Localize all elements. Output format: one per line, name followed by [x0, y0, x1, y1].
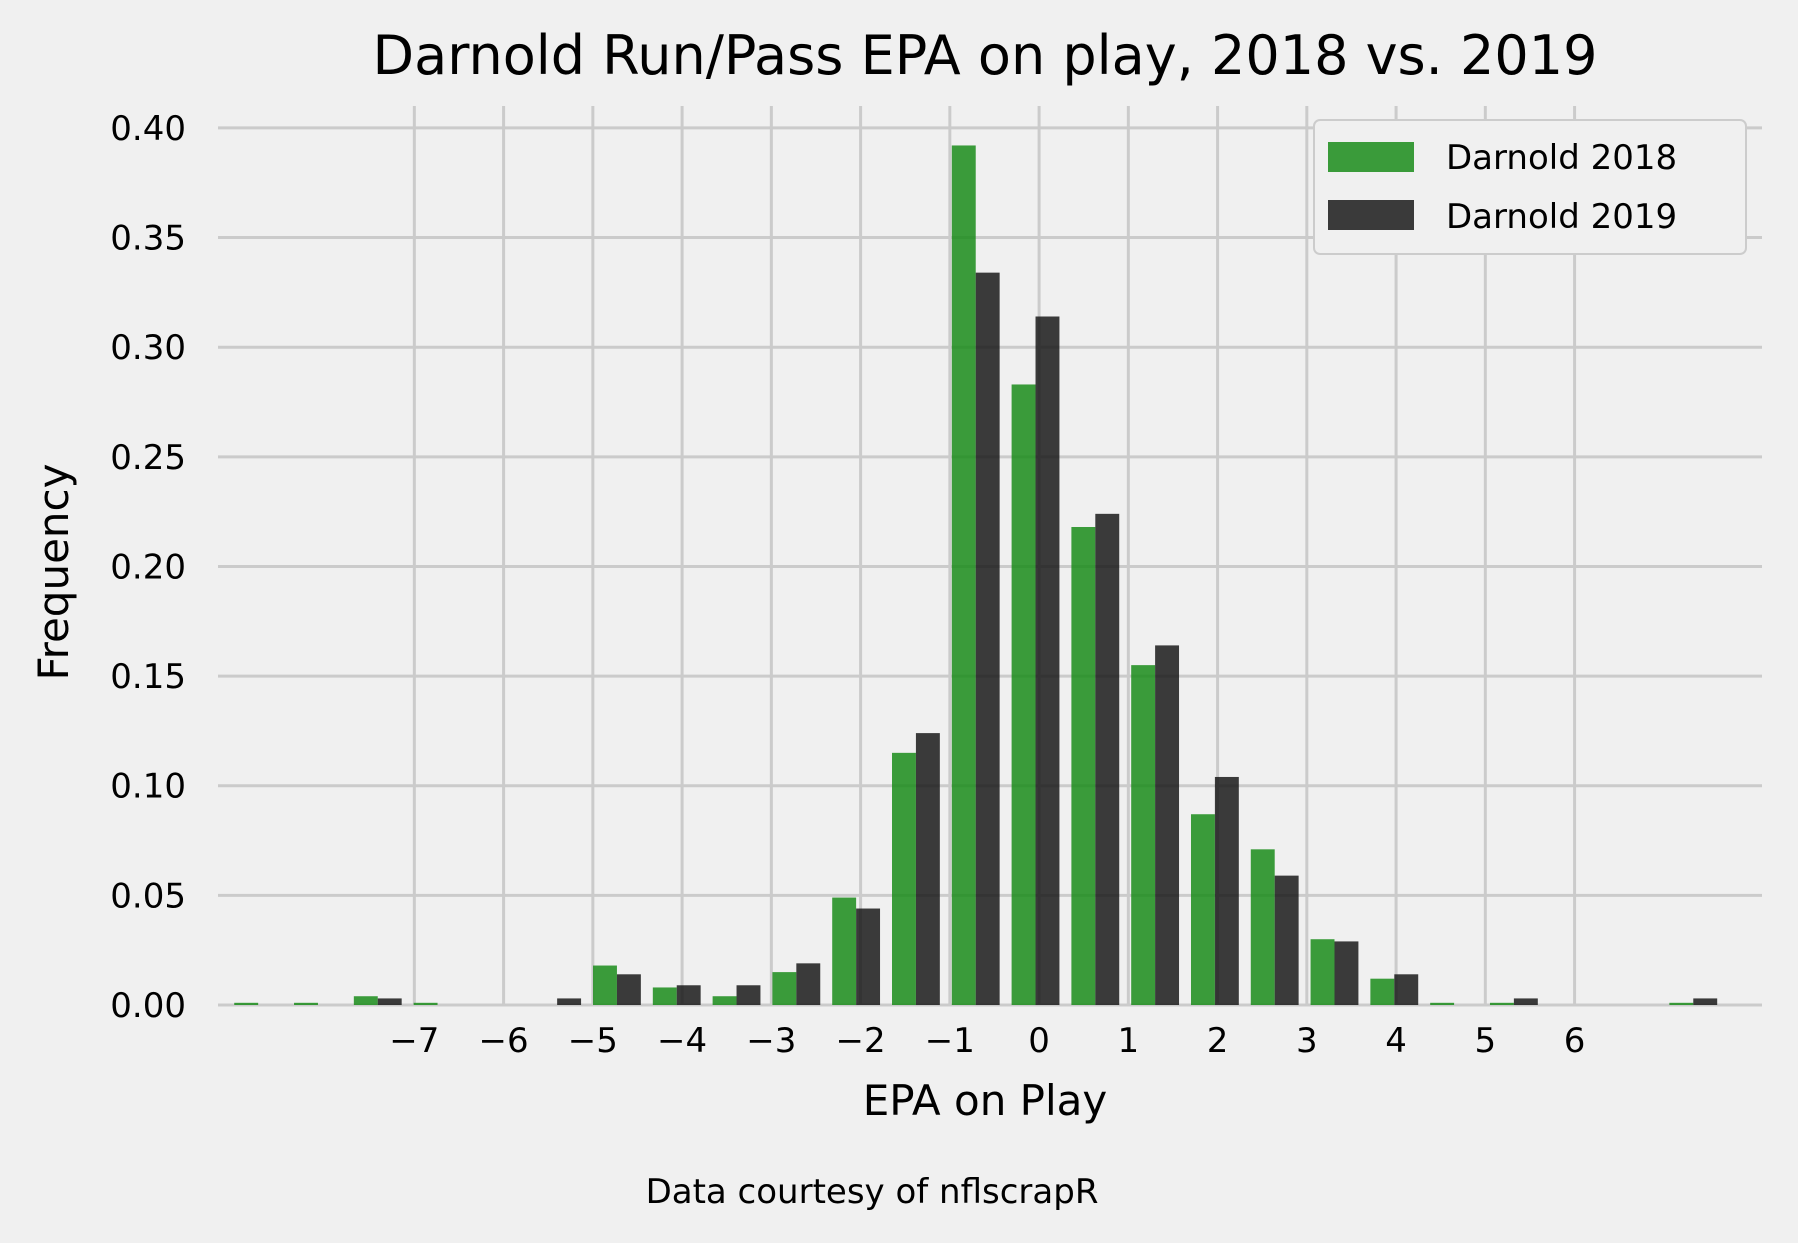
bar-darnold-2019	[1513, 998, 1538, 1005]
bar-darnold-2019	[736, 985, 761, 1005]
x-tick-label: −6	[479, 1021, 529, 1061]
bar-darnold-2019	[616, 974, 641, 1005]
bar-darnold-2018	[1310, 939, 1335, 1005]
bar-darnold-2018	[652, 987, 677, 1005]
y-tick-label: 0.10	[110, 767, 186, 807]
bars	[234, 145, 1718, 1006]
y-axis-label: Frequency	[29, 464, 78, 681]
x-tick-label: 3	[1296, 1021, 1318, 1061]
bar-darnold-2019	[1095, 513, 1120, 1005]
bar-darnold-2018	[1430, 1002, 1455, 1005]
y-tick-label: 0.05	[110, 876, 186, 916]
x-tick-label: 2	[1207, 1021, 1229, 1061]
x-tick-label: −3	[746, 1021, 796, 1061]
bar-darnold-2019	[1214, 776, 1239, 1005]
legend-label-2018: Darnold 2018	[1446, 138, 1677, 178]
bar-darnold-2019	[557, 998, 582, 1005]
bar-darnold-2018	[353, 996, 378, 1005]
x-tick-label: −7	[389, 1021, 439, 1061]
legend-label-2019: Darnold 2019	[1446, 197, 1677, 237]
bar-darnold-2019	[1274, 875, 1299, 1005]
y-tick-label: 0.00	[110, 986, 186, 1026]
bar-darnold-2018	[772, 972, 797, 1005]
bar-darnold-2018	[951, 145, 976, 1006]
x-tick-label: −5	[568, 1021, 618, 1061]
bar-darnold-2018	[1370, 978, 1395, 1005]
y-tick-label: 0.40	[110, 109, 186, 149]
bar-darnold-2018	[413, 1002, 438, 1005]
chart-title: Darnold Run/Pass EPA on play, 2018 vs. 2…	[373, 24, 1598, 87]
x-tick-label: 6	[1564, 1021, 1586, 1061]
x-tick-label: −2	[836, 1021, 886, 1061]
x-tick-label: 4	[1385, 1021, 1407, 1061]
bar-darnold-2018	[1131, 665, 1156, 1005]
bar-darnold-2019	[1394, 974, 1419, 1005]
bar-darnold-2018	[593, 965, 617, 1005]
bar-darnold-2018	[1190, 814, 1215, 1005]
bar-darnold-2019	[1035, 316, 1060, 1005]
bar-darnold-2019	[1334, 941, 1359, 1005]
bar-darnold-2018	[1071, 526, 1096, 1005]
chart-caption: Data courtesy of nflscrapR	[646, 1172, 1099, 1212]
y-tick-label: 0.25	[110, 438, 186, 478]
bar-darnold-2018	[892, 752, 916, 1005]
x-tick-label: 1	[1118, 1021, 1140, 1061]
bar-darnold-2018	[234, 1002, 259, 1005]
bar-darnold-2018	[712, 996, 737, 1005]
bar-darnold-2019	[796, 963, 821, 1005]
legend-box	[1313, 119, 1747, 255]
bar-darnold-2018	[1669, 1002, 1694, 1005]
bar-darnold-2019	[975, 272, 1000, 1005]
y-tick-label: 0.35	[110, 219, 186, 259]
bar-darnold-2019	[1693, 998, 1718, 1005]
bar-darnold-2019	[377, 998, 402, 1005]
bar-darnold-2019	[1155, 645, 1180, 1005]
bar-darnold-2019	[856, 908, 881, 1005]
legend: Darnold 2018 Darnold 2019	[1313, 119, 1747, 255]
y-tick-labels: 0.00 0.05 0.10 0.15 0.20 0.25 0.30 0.35 0.40	[110, 109, 186, 1026]
x-axis-label: EPA on Play	[863, 1076, 1108, 1125]
x-tick-label: −4	[657, 1021, 707, 1061]
bar-darnold-2018	[294, 1002, 318, 1005]
x-tick-label: 5	[1475, 1021, 1497, 1061]
x-tick-label: 0	[1028, 1021, 1050, 1061]
legend-swatch-2018	[1328, 142, 1414, 172]
y-tick-label: 0.30	[110, 328, 186, 368]
legend-swatch-2019	[1328, 200, 1414, 230]
bar-darnold-2019	[915, 733, 940, 1005]
bar-darnold-2019	[676, 985, 701, 1005]
y-tick-label: 0.20	[110, 547, 186, 587]
y-tick-label: 0.15	[110, 657, 186, 697]
x-tick-labels: −7 −6 −5 −4 −3 −2 −1 0 1 2 3 4 5 6	[389, 1021, 1585, 1061]
bar-darnold-2018	[832, 897, 857, 1005]
bar-darnold-2018	[1489, 1002, 1514, 1005]
grid-lines	[218, 106, 1762, 1007]
x-tick-label: −1	[925, 1021, 975, 1061]
bar-darnold-2018	[1011, 384, 1036, 1006]
bar-darnold-2018	[1250, 849, 1275, 1005]
